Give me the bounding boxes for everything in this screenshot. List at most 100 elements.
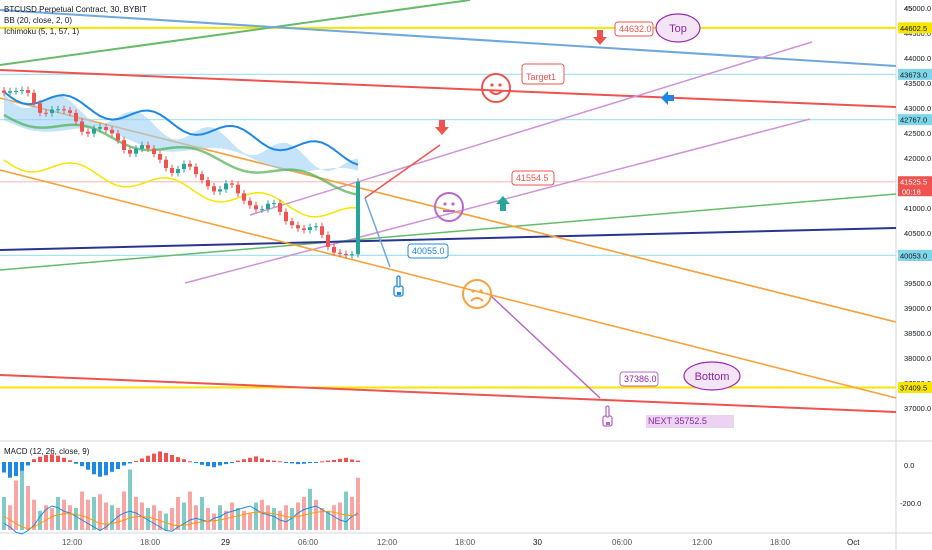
candle <box>248 200 252 206</box>
candle <box>206 180 210 187</box>
macd-histogram-bar <box>110 462 114 472</box>
macd-histogram-bar <box>176 457 180 462</box>
candle <box>152 148 156 155</box>
volume-bar <box>2 497 6 530</box>
candle <box>284 211 288 222</box>
macd-histogram-bar <box>158 451 162 462</box>
volume-bar <box>122 491 126 530</box>
macd-histogram-bar <box>170 455 174 462</box>
trend-line <box>184 118 811 284</box>
macd-histogram-bar <box>134 460 138 462</box>
volume-bar <box>200 497 204 530</box>
price-tick-label: 41000.0 <box>904 204 931 213</box>
macd-histogram-bar <box>14 462 18 476</box>
volume-bar <box>74 508 78 530</box>
macd-histogram-bar <box>302 462 306 464</box>
neutral-face-icon <box>434 192 464 222</box>
volume-bar <box>194 505 198 530</box>
volume-bar <box>218 505 222 530</box>
macd-histogram-bar <box>50 454 54 462</box>
bb-middle-line <box>3 113 359 196</box>
volume-bar <box>116 508 120 530</box>
macd-histogram-bar <box>68 460 72 462</box>
volume-bar <box>350 497 354 530</box>
macd-histogram-bar <box>62 457 66 462</box>
candle <box>170 167 174 173</box>
macd-tick-label: 0.0 <box>904 461 914 470</box>
candle <box>26 90 30 93</box>
price-tick-label: 44500.0 <box>904 29 931 38</box>
candle <box>140 145 144 149</box>
macd-histogram-bar <box>254 456 258 462</box>
sad-face-icon-eye <box>479 289 483 293</box>
candle <box>224 183 228 190</box>
volume-bar <box>110 505 114 530</box>
macd-label[interactable]: MACD (12, 26, close, 9) <box>4 447 90 456</box>
volume-bar <box>164 513 168 530</box>
candle <box>200 174 204 181</box>
macd-histogram-bar <box>182 459 186 462</box>
target1-annotation-text: Target1 <box>526 72 556 82</box>
price-label-text: 41525.5 <box>900 178 927 187</box>
candle <box>92 128 96 134</box>
arrow-down-icon <box>435 120 449 135</box>
volume-bar <box>170 508 174 530</box>
candle <box>32 92 36 104</box>
macd-histogram-bar <box>38 456 42 462</box>
candle <box>80 121 84 132</box>
macd-histogram-bar <box>8 462 12 478</box>
macd-histogram-bar <box>146 455 150 462</box>
candle <box>278 203 282 212</box>
candle <box>134 148 138 154</box>
time-tick-label: 18:00 <box>140 538 161 547</box>
volume-bar <box>98 494 102 530</box>
volume-bar <box>176 497 180 530</box>
candle <box>332 246 336 253</box>
macd-histogram-bar <box>92 462 96 475</box>
happy-face-icon-eye <box>490 83 494 87</box>
candle <box>146 145 150 149</box>
volume-bar <box>230 502 234 530</box>
candle <box>50 109 54 114</box>
candle <box>194 166 198 175</box>
candle <box>350 254 354 256</box>
sad-face-icon <box>462 279 492 309</box>
macd-histogram-bar <box>320 461 324 463</box>
macd-histogram-bar <box>200 462 204 465</box>
volume-bar <box>302 497 306 530</box>
volume-bar <box>56 497 60 530</box>
volume-bar <box>152 505 156 530</box>
level-40055-label-text: 40055.0 <box>412 246 445 256</box>
candle <box>116 133 120 141</box>
macd-histogram-bar <box>206 462 210 467</box>
candle <box>110 129 114 134</box>
volume-bar <box>338 502 342 530</box>
candle <box>296 225 300 229</box>
signal-line <box>3 511 359 530</box>
volume-bar <box>248 513 252 530</box>
volume-bar <box>14 480 18 530</box>
volume-bar <box>62 499 66 530</box>
candle <box>20 90 24 92</box>
indicator-bb[interactable]: BB (20, close, 2, 0) <box>4 16 73 25</box>
price-tick-label: 39500.0 <box>904 279 931 288</box>
level-44632-label-text: 44632.0 <box>619 24 652 34</box>
macd-histogram-bar <box>266 459 270 462</box>
volume-bar <box>146 508 150 530</box>
volume-bar <box>188 491 192 530</box>
price-tick-label: 43500.0 <box>904 79 931 88</box>
macd-histogram-bar <box>230 462 234 463</box>
volume-bar <box>206 508 210 530</box>
candle <box>230 183 234 185</box>
macd-histogram-bar <box>32 459 36 462</box>
volume-bar <box>308 488 312 530</box>
volume-bar <box>224 510 228 530</box>
volume-bar <box>344 491 348 530</box>
macd-histogram-bar <box>338 458 342 462</box>
indicator-ichimoku[interactable]: Ichimoku (5, 1, 57, 1) <box>4 27 80 36</box>
time-tick-label: 12:00 <box>377 538 398 547</box>
bottom-annotation-bubble <box>683 361 741 391</box>
level-41554-label-box <box>511 170 555 186</box>
